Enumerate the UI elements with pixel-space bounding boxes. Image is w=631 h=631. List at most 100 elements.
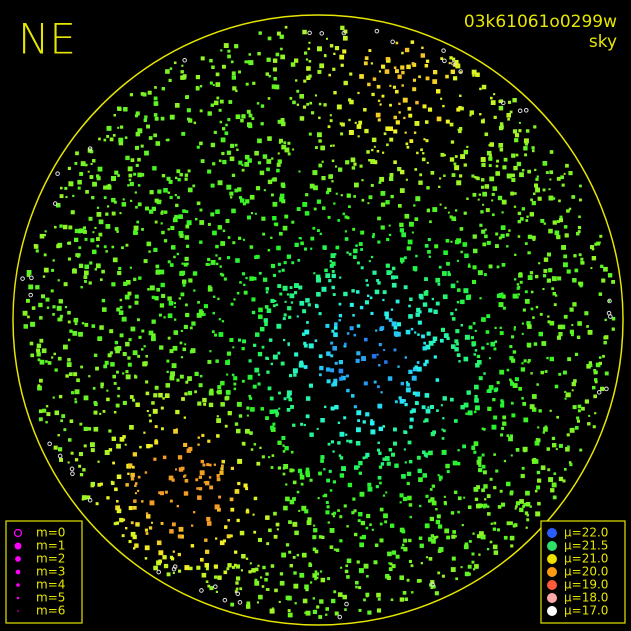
star bbox=[289, 613, 293, 617]
star bbox=[213, 295, 216, 298]
star bbox=[114, 170, 119, 175]
star bbox=[83, 395, 89, 401]
star bbox=[186, 244, 190, 248]
star bbox=[438, 265, 442, 269]
star bbox=[483, 484, 488, 489]
star bbox=[171, 522, 176, 527]
star bbox=[292, 480, 297, 485]
star bbox=[276, 528, 279, 531]
star bbox=[197, 401, 202, 406]
star bbox=[180, 270, 186, 275]
star bbox=[348, 118, 351, 122]
star bbox=[486, 314, 491, 319]
star bbox=[422, 152, 425, 155]
star bbox=[65, 374, 69, 378]
star bbox=[105, 212, 109, 216]
rim-star bbox=[87, 497, 93, 503]
star bbox=[131, 465, 135, 469]
star bbox=[501, 426, 505, 430]
star bbox=[404, 47, 410, 53]
star bbox=[326, 478, 330, 483]
star bbox=[419, 173, 423, 177]
star bbox=[526, 518, 530, 522]
star bbox=[457, 288, 461, 292]
star bbox=[380, 391, 383, 394]
star bbox=[305, 193, 309, 197]
star bbox=[393, 66, 397, 69]
star bbox=[585, 311, 588, 314]
star bbox=[158, 550, 164, 556]
star bbox=[189, 566, 193, 571]
star bbox=[254, 567, 259, 572]
star bbox=[121, 534, 125, 538]
star bbox=[303, 365, 308, 369]
star bbox=[425, 494, 429, 498]
star bbox=[474, 384, 479, 390]
star bbox=[225, 123, 228, 127]
star bbox=[330, 253, 336, 259]
star bbox=[415, 312, 420, 317]
star bbox=[112, 134, 116, 137]
star bbox=[282, 472, 286, 476]
star bbox=[192, 184, 196, 188]
star bbox=[224, 525, 228, 529]
star bbox=[510, 381, 515, 386]
star bbox=[250, 407, 255, 412]
star bbox=[494, 340, 498, 343]
star bbox=[340, 63, 344, 67]
star bbox=[234, 550, 238, 554]
star bbox=[175, 203, 179, 208]
star bbox=[302, 105, 307, 109]
star bbox=[531, 235, 536, 240]
star bbox=[226, 373, 229, 376]
star bbox=[253, 530, 257, 534]
star bbox=[563, 225, 568, 229]
star bbox=[601, 278, 606, 283]
star bbox=[161, 230, 165, 235]
rim-star bbox=[70, 471, 75, 477]
star bbox=[291, 261, 295, 265]
star bbox=[399, 188, 405, 193]
star bbox=[388, 318, 393, 322]
star bbox=[127, 362, 132, 367]
star bbox=[467, 264, 471, 268]
star bbox=[405, 178, 408, 181]
star bbox=[72, 194, 75, 197]
star bbox=[429, 516, 434, 522]
star bbox=[238, 236, 242, 240]
star bbox=[107, 353, 112, 358]
star bbox=[318, 116, 321, 120]
star bbox=[346, 439, 349, 443]
star bbox=[274, 300, 277, 302]
star bbox=[349, 99, 354, 105]
star bbox=[195, 478, 199, 482]
star bbox=[427, 451, 432, 456]
star bbox=[198, 496, 201, 499]
star bbox=[269, 396, 274, 401]
star bbox=[386, 237, 390, 242]
star bbox=[57, 317, 62, 322]
star bbox=[469, 114, 472, 117]
magnitude-swatch bbox=[14, 542, 22, 550]
star bbox=[512, 350, 517, 354]
star bbox=[271, 157, 274, 160]
star bbox=[284, 147, 290, 153]
star bbox=[457, 128, 460, 131]
star bbox=[577, 321, 582, 326]
star bbox=[234, 44, 239, 49]
star bbox=[405, 142, 409, 146]
star bbox=[430, 171, 435, 175]
star bbox=[358, 460, 363, 466]
star bbox=[154, 425, 158, 429]
star bbox=[265, 287, 269, 291]
star bbox=[427, 208, 430, 211]
star bbox=[365, 592, 370, 597]
star bbox=[331, 270, 335, 273]
star bbox=[412, 391, 417, 396]
star bbox=[400, 257, 405, 263]
star bbox=[418, 536, 423, 540]
star bbox=[382, 298, 385, 302]
star bbox=[275, 411, 279, 416]
star bbox=[90, 481, 95, 487]
star bbox=[566, 433, 570, 437]
